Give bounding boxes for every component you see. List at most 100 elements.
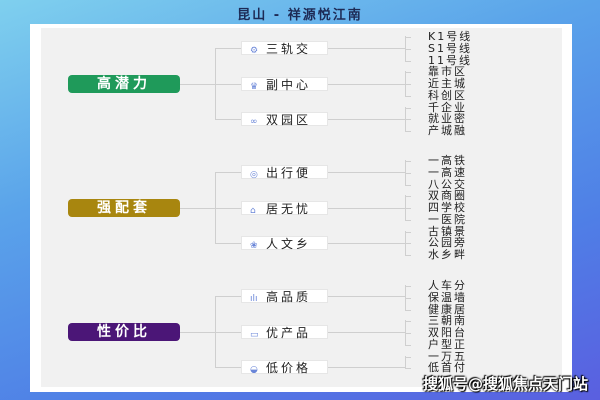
home-icon: ⌂: [250, 206, 256, 216]
branch-label: 三轨交: [266, 42, 312, 56]
connector-line: [215, 119, 241, 120]
connector-line: [405, 72, 411, 74]
location-icon: ◎: [250, 170, 258, 180]
connector-line: [405, 333, 411, 335]
connector-line: [328, 48, 405, 49]
connector-line: [405, 355, 406, 370]
leaf-node[interactable]: 产城融: [428, 124, 467, 138]
connector-line: [405, 344, 411, 346]
branch-label: 人文乡: [266, 237, 312, 251]
leaf-node[interactable]: 健康居: [428, 302, 467, 316]
leaf-node[interactable]: 近主城: [428, 77, 467, 91]
branch-node[interactable]: ⌂ 居无忧: [241, 201, 328, 216]
connector-line: [215, 243, 241, 244]
leaf-node[interactable]: 科创区: [428, 88, 467, 102]
branch-label: 双园区: [266, 113, 312, 127]
branch-node[interactable]: ◎ 出行便: [241, 165, 328, 180]
branch-label: 低价格: [266, 361, 312, 375]
connector-line: [405, 131, 411, 133]
branch-node[interactable]: ♛ 副中心: [241, 77, 328, 92]
quality-icon: ılı: [250, 294, 258, 304]
connector-line: [405, 309, 411, 311]
connector-line: [405, 255, 411, 257]
connector-line: [405, 196, 411, 198]
branch-label: 高品质: [266, 290, 312, 304]
leaf-node[interactable]: 一医院: [428, 212, 467, 226]
leaf-node[interactable]: 低首付: [428, 361, 467, 375]
branch-node[interactable]: ▭ 优产品: [241, 325, 328, 340]
leaf-node[interactable]: 户型正: [428, 337, 467, 351]
leaf-node[interactable]: 人车分: [428, 279, 467, 292]
connector-line: [328, 119, 405, 120]
root-node[interactable]: 高潜力: [68, 75, 180, 93]
leaf-node[interactable]: 一高铁: [428, 154, 467, 167]
connector-line: [215, 48, 216, 119]
connector-line: [328, 367, 405, 368]
connector-line: [215, 367, 241, 368]
connector-line: [328, 84, 405, 85]
connector-line: [405, 286, 411, 287]
connector-line: [405, 37, 411, 38]
leaf-node[interactable]: 就业密: [428, 112, 467, 126]
connector-line: [405, 321, 411, 323]
leaf-node[interactable]: S1号线: [428, 41, 472, 55]
connector-line: [328, 208, 405, 209]
leaf-node[interactable]: 四学校: [428, 201, 467, 215]
leaf-node[interactable]: 靠市区: [428, 65, 467, 79]
leaf-node[interactable]: 双商圈: [428, 189, 467, 203]
rail-icon: ⚙: [250, 46, 259, 56]
branch-node[interactable]: ⚙ 三轨交: [241, 41, 328, 56]
connector-line: [215, 84, 241, 85]
price-icon: ◒: [250, 365, 258, 375]
leaf-node[interactable]: 古镇景: [428, 224, 467, 238]
connector-line: [405, 184, 411, 186]
connector-line: [405, 48, 411, 50]
branch-label: 居无忧: [266, 202, 312, 216]
connector-line: [180, 332, 215, 333]
branch-node[interactable]: ∞ 双园区: [241, 112, 328, 127]
connector-line: [405, 297, 411, 299]
crown-icon: ♛: [250, 82, 259, 92]
connector-line: [180, 208, 215, 209]
connector-line: [405, 356, 411, 358]
connector-line: [215, 172, 216, 243]
connector-line: [405, 219, 411, 221]
leaf-node[interactable]: 保温墙: [428, 290, 467, 304]
connector-line: [405, 161, 411, 162]
leaf-node[interactable]: 八公交: [428, 177, 467, 191]
connector-line: [215, 296, 241, 297]
root-node[interactable]: 性价比: [68, 323, 180, 341]
branch-label: 出行便: [266, 166, 312, 180]
branch-node[interactable]: ◒ 低价格: [241, 360, 328, 375]
leaf-node[interactable]: 一万五: [428, 349, 467, 363]
branch-node[interactable]: ❀ 人文乡: [241, 236, 328, 251]
connector-line: [328, 296, 405, 297]
leaf-node[interactable]: 水乡畔: [428, 248, 467, 262]
connector-line: [215, 48, 241, 49]
connector-line: [328, 172, 405, 173]
watermark: 搜狐号@搜狐焦点天门站: [422, 375, 588, 393]
connector-line: [328, 332, 405, 333]
leaf-node[interactable]: 双阳台: [428, 326, 467, 340]
connector-line: [405, 231, 411, 233]
connector-line: [215, 172, 241, 173]
connector-line: [405, 172, 411, 174]
connector-line: [405, 368, 411, 370]
leaf-node[interactable]: 公园旁: [428, 236, 467, 250]
leaf-node[interactable]: 11号线: [428, 53, 472, 67]
leaf-node[interactable]: 一高速: [428, 165, 467, 179]
leaf-node[interactable]: 千企业: [428, 100, 467, 114]
leaf-node[interactable]: 三朝南: [428, 314, 467, 328]
connector-line: [405, 60, 411, 62]
leaf-node[interactable]: K1号线: [428, 30, 473, 43]
page-title: 昆山 - 祥源悦江南: [237, 8, 363, 23]
product-icon: ▭: [250, 330, 259, 340]
connector-line: [180, 84, 215, 85]
branch-label: 优产品: [266, 326, 312, 340]
connector-line: [405, 84, 411, 86]
branch-node[interactable]: ılı 高品质: [241, 289, 328, 304]
root-node[interactable]: 强配套: [68, 199, 180, 217]
connector-line: [328, 243, 405, 244]
link-icon: ∞: [250, 117, 258, 127]
connector-line: [405, 107, 411, 109]
